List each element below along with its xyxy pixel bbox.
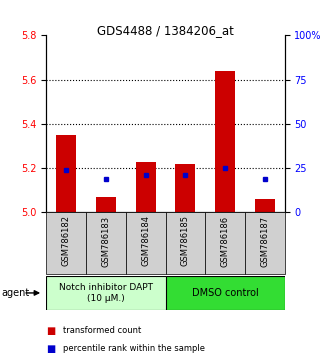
Text: DMSO control: DMSO control — [192, 288, 259, 298]
Text: transformed count: transformed count — [63, 326, 141, 336]
FancyBboxPatch shape — [166, 212, 205, 274]
Text: GSM786185: GSM786185 — [181, 216, 190, 267]
FancyBboxPatch shape — [126, 212, 166, 274]
FancyBboxPatch shape — [245, 212, 285, 274]
FancyBboxPatch shape — [205, 212, 245, 274]
Text: GSM786187: GSM786187 — [260, 216, 269, 267]
Text: GSM786184: GSM786184 — [141, 216, 150, 267]
Text: GSM786183: GSM786183 — [101, 216, 111, 267]
FancyBboxPatch shape — [46, 276, 166, 310]
Bar — [215, 71, 235, 212]
Text: ■: ■ — [46, 344, 56, 354]
Text: agent: agent — [2, 288, 30, 298]
Bar — [255, 199, 275, 212]
Text: ■: ■ — [46, 326, 56, 336]
Text: GSM786182: GSM786182 — [62, 216, 71, 267]
FancyBboxPatch shape — [166, 276, 285, 310]
Text: GDS4488 / 1384206_at: GDS4488 / 1384206_at — [97, 24, 234, 37]
Bar — [136, 161, 156, 212]
Bar — [175, 164, 195, 212]
FancyBboxPatch shape — [86, 212, 126, 274]
Bar — [96, 197, 116, 212]
FancyBboxPatch shape — [46, 212, 86, 274]
Bar — [56, 135, 76, 212]
Text: GSM786186: GSM786186 — [220, 216, 230, 267]
Text: Notch inhibitor DAPT
(10 μM.): Notch inhibitor DAPT (10 μM.) — [59, 283, 153, 303]
Text: percentile rank within the sample: percentile rank within the sample — [63, 344, 205, 353]
